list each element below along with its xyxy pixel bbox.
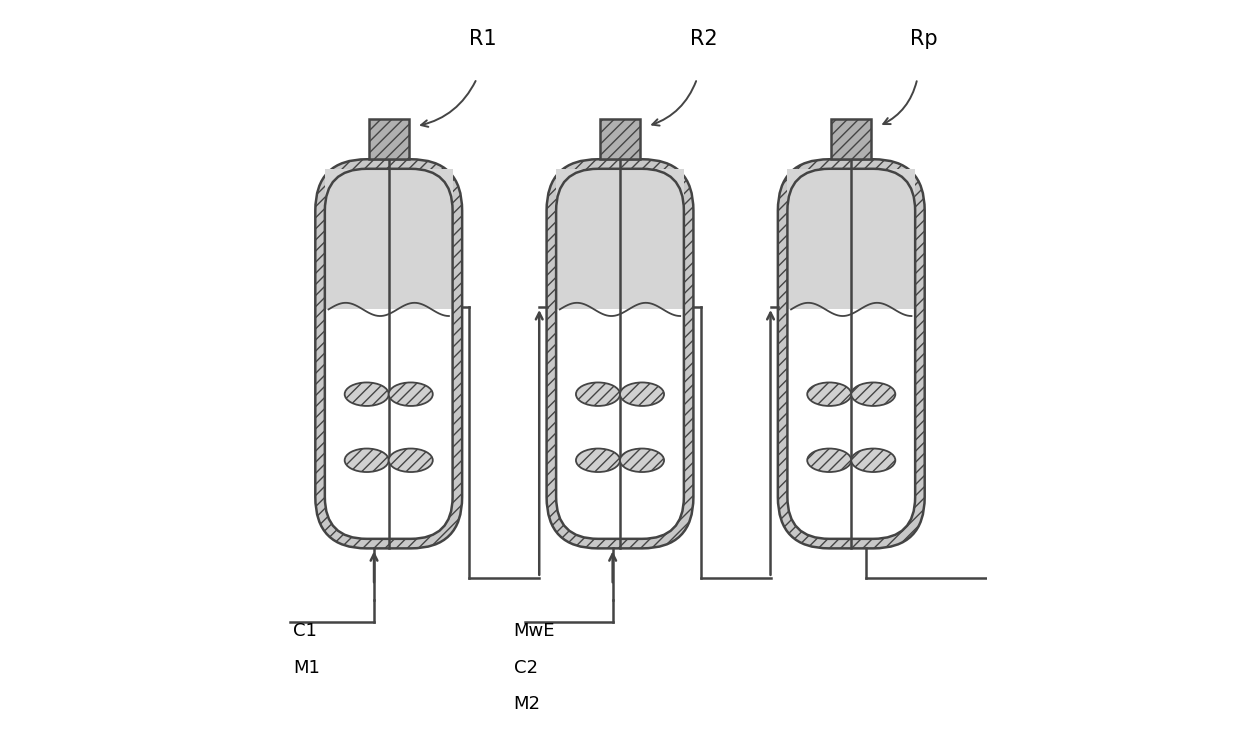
Ellipse shape xyxy=(575,383,620,406)
Bar xyxy=(787,169,915,310)
FancyBboxPatch shape xyxy=(831,119,872,159)
Bar xyxy=(556,169,684,310)
FancyBboxPatch shape xyxy=(787,169,915,539)
FancyBboxPatch shape xyxy=(600,119,640,159)
Text: MwE: MwE xyxy=(513,622,556,640)
FancyBboxPatch shape xyxy=(556,169,684,539)
Text: R2: R2 xyxy=(689,29,718,49)
Ellipse shape xyxy=(620,449,665,472)
Ellipse shape xyxy=(388,449,433,472)
Ellipse shape xyxy=(575,449,620,472)
FancyBboxPatch shape xyxy=(547,159,693,548)
FancyBboxPatch shape xyxy=(368,119,409,159)
Ellipse shape xyxy=(345,383,388,406)
Ellipse shape xyxy=(345,449,388,472)
Text: C1: C1 xyxy=(294,622,317,640)
Text: R1: R1 xyxy=(470,29,497,49)
FancyBboxPatch shape xyxy=(777,159,925,548)
Ellipse shape xyxy=(807,383,852,406)
Text: M2: M2 xyxy=(513,695,541,713)
FancyBboxPatch shape xyxy=(325,169,453,539)
Text: Rp: Rp xyxy=(910,29,937,49)
Ellipse shape xyxy=(388,383,433,406)
Bar xyxy=(325,169,453,310)
Ellipse shape xyxy=(852,449,895,472)
Ellipse shape xyxy=(620,383,665,406)
Ellipse shape xyxy=(807,449,852,472)
FancyBboxPatch shape xyxy=(315,159,463,548)
Text: C2: C2 xyxy=(513,659,537,677)
Text: M1: M1 xyxy=(294,659,320,677)
Ellipse shape xyxy=(852,383,895,406)
